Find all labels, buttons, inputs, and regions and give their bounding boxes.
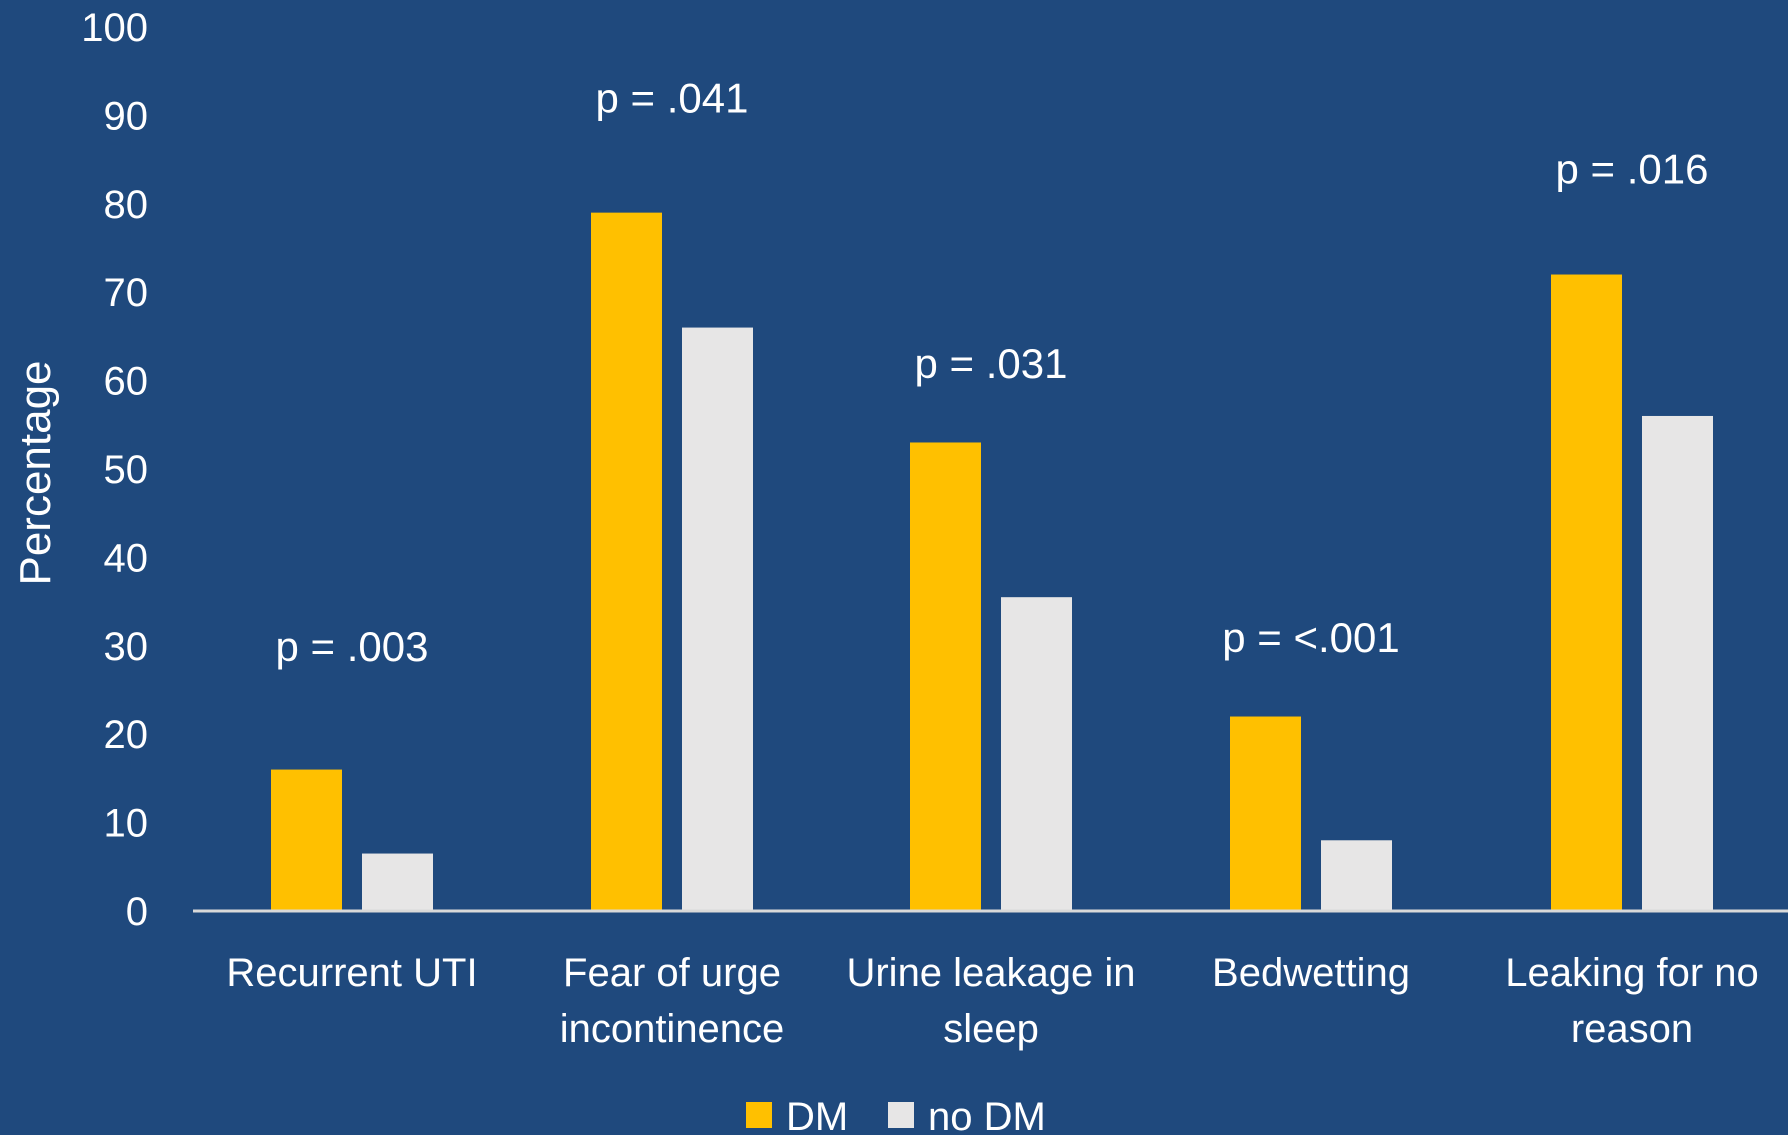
p-value-label: p = .016	[1556, 145, 1709, 192]
category-label: Urine leakage in sleep	[846, 951, 1135, 1051]
p-value-label: p = .041	[596, 75, 749, 122]
category-labels: Recurrent UTI Fear of urge incontinence Uri…	[226, 951, 1758, 1051]
legend-swatch-no-dm	[888, 1102, 914, 1128]
bar-dm	[591, 213, 662, 911]
y-tick-label: 80	[104, 183, 149, 227]
bar-dm	[1230, 717, 1301, 911]
legend-swatch-dm	[746, 1102, 772, 1128]
y-tick-label: 20	[104, 713, 149, 757]
category-label: Fear of urge incontinence	[560, 951, 785, 1051]
bar-dm	[910, 442, 981, 911]
category-label: Leaking for no reason	[1505, 951, 1759, 1051]
legend-label: DM	[786, 1095, 848, 1135]
p-value-label: p = .031	[915, 340, 1068, 387]
legend-label: no DM	[928, 1095, 1046, 1135]
bar-no-dm	[362, 854, 433, 911]
y-tick-label: 100	[81, 6, 148, 50]
category-label: Bedwetting	[1212, 951, 1410, 995]
y-tick-label: 70	[104, 271, 149, 315]
p-value-label: p = .003	[276, 623, 429, 670]
y-tick-label: 10	[104, 802, 149, 846]
bar-no-dm	[682, 328, 753, 911]
y-tick-label: 50	[104, 448, 149, 492]
p-value-annotations: p = .003 p = .041 p = .031 p = <.001 p = .01…	[276, 75, 1709, 670]
y-tick-label: 60	[104, 360, 149, 404]
category-label: Recurrent UTI	[226, 951, 477, 995]
y-tick-label: 0	[126, 890, 148, 934]
bars	[271, 213, 1713, 911]
bar-no-dm	[1642, 416, 1713, 911]
y-tick-label: 90	[104, 94, 149, 138]
legend: DM no DM	[746, 1095, 1046, 1135]
y-axis-label: Percentage	[11, 360, 60, 585]
bar-dm	[271, 770, 342, 911]
y-tick-label: 30	[104, 625, 149, 669]
bar-no-dm	[1321, 840, 1392, 911]
bar-dm	[1551, 275, 1622, 911]
bar-no-dm	[1001, 597, 1072, 911]
y-tick-label: 40	[104, 536, 149, 580]
p-value-label: p = <.001	[1222, 614, 1400, 661]
y-axis-ticks: 0 10 20 30 40 50 60 70 80 90 100	[81, 6, 148, 934]
